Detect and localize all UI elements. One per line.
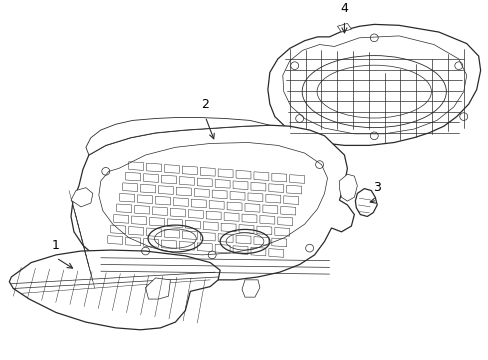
Text: 3: 3 (372, 181, 381, 194)
Polygon shape (145, 278, 170, 299)
Polygon shape (355, 189, 376, 216)
Text: 4: 4 (340, 2, 347, 15)
Polygon shape (86, 117, 269, 155)
Text: 2: 2 (201, 98, 209, 111)
Polygon shape (339, 174, 357, 201)
Polygon shape (242, 280, 260, 297)
Polygon shape (71, 188, 93, 207)
Polygon shape (9, 250, 220, 330)
Polygon shape (267, 24, 480, 145)
Polygon shape (71, 125, 354, 299)
Polygon shape (337, 23, 351, 32)
Text: 1: 1 (52, 239, 60, 252)
